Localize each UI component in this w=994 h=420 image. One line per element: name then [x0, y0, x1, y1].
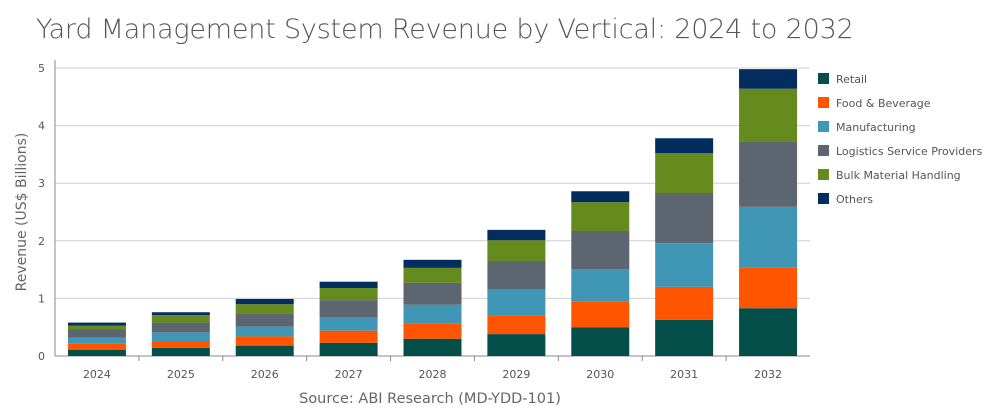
bar-segment-retail	[655, 319, 714, 356]
bar-segment-retail	[319, 342, 378, 356]
y-tick-label: 0	[38, 350, 45, 363]
bar-segment-manufacturing	[403, 304, 462, 324]
bar-segment-logistics-service-providers	[487, 260, 546, 290]
chart-source: Source: ABI Research (MD-YDD-101)	[299, 391, 561, 407]
bar-segment-retail	[235, 345, 294, 356]
bar-segment-logistics-service-providers	[319, 300, 378, 318]
bar-segment-others	[235, 298, 294, 305]
bar-segment-manufacturing	[67, 337, 126, 344]
y-tick-label: 4	[38, 120, 45, 133]
legend-swatch	[818, 145, 829, 156]
bar-segment-manufacturing	[487, 289, 546, 316]
legend-label: Others	[836, 193, 873, 206]
legend-label: Logistics Service Providers	[836, 145, 983, 158]
x-tick-label: 2032	[754, 368, 782, 381]
bar-segment-others	[571, 191, 630, 203]
legend-swatch	[818, 73, 829, 84]
x-tick-label: 2028	[419, 368, 447, 381]
y-tick-label: 2	[38, 235, 45, 248]
bar-segment-logistics-service-providers	[655, 192, 714, 244]
legend-label: Food & Beverage	[836, 97, 931, 110]
legend-swatch	[818, 121, 829, 132]
bar-segment-food-beverage	[655, 286, 714, 320]
bar-segment-bulk-material-handling	[739, 88, 798, 142]
bar-segment-manufacturing	[151, 332, 210, 342]
bar-segment-bulk-material-handling	[403, 267, 462, 283]
bar-segment-food-beverage	[67, 343, 126, 350]
x-tick-label: 2030	[586, 368, 614, 381]
legend-swatch	[818, 97, 829, 108]
x-tick-label: 2031	[670, 368, 698, 381]
bar-segment-food-beverage	[235, 336, 294, 346]
bar-segment-logistics-service-providers	[403, 282, 462, 305]
bar-segment-food-beverage	[151, 341, 210, 348]
legend-swatch	[818, 169, 829, 180]
bar-segment-logistics-service-providers	[739, 141, 798, 207]
bar-segment-logistics-service-providers	[151, 322, 210, 333]
bar-segment-bulk-material-handling	[151, 315, 210, 323]
legend-label: Retail	[836, 73, 867, 86]
chart-title: Yard Management System Revenue by Vertic…	[36, 14, 854, 45]
bar-segment-retail	[739, 308, 798, 356]
x-tick-label: 2029	[502, 368, 530, 381]
bar-segment-retail	[403, 338, 462, 356]
bar-segment-food-beverage	[403, 323, 462, 339]
legend-label: Bulk Material Handling	[836, 169, 961, 182]
bar-segment-bulk-material-handling	[67, 325, 126, 330]
bar-segment-bulk-material-handling	[487, 240, 546, 261]
bar-segment-food-beverage	[319, 330, 378, 343]
legend-label: Manufacturing	[836, 121, 916, 134]
bar-segment-others	[655, 138, 714, 154]
bar-segment-food-beverage	[487, 315, 546, 335]
x-tick-label: 2025	[167, 368, 195, 381]
bar-segment-others	[67, 322, 126, 326]
x-tick-label: 2027	[335, 368, 363, 381]
bar-segment-food-beverage	[571, 301, 630, 328]
bar-segment-retail	[151, 347, 210, 356]
bar-segment-bulk-material-handling	[235, 304, 294, 314]
x-tick-label: 2024	[83, 368, 111, 381]
bar-segment-others	[403, 259, 462, 268]
bar-segment-others	[151, 312, 210, 316]
bar-segment-manufacturing	[739, 206, 798, 268]
bar-segment-logistics-service-providers	[571, 231, 630, 270]
bar-segment-manufacturing	[319, 317, 378, 331]
bar-segment-logistics-service-providers	[67, 329, 126, 338]
legend-swatch	[818, 193, 829, 204]
bar-segment-food-beverage	[739, 267, 798, 309]
bar-segment-manufacturing	[655, 243, 714, 287]
bar-segment-logistics-service-providers	[235, 313, 294, 327]
bar-segment-manufacturing	[571, 269, 630, 302]
bar-segment-others	[319, 281, 378, 289]
bar-segment-others	[739, 69, 798, 89]
x-tick-label: 2026	[251, 368, 279, 381]
y-tick-label: 1	[38, 292, 45, 305]
bar-segment-retail	[67, 349, 126, 356]
bar-segment-others	[487, 229, 546, 241]
y-tick-label: 5	[38, 62, 45, 75]
bar-segment-bulk-material-handling	[655, 153, 714, 193]
bar-segment-retail	[571, 327, 630, 356]
y-tick-label: 3	[38, 177, 45, 190]
bar-segment-bulk-material-handling	[571, 202, 630, 232]
bar-segment-retail	[487, 334, 546, 356]
bar-segment-bulk-material-handling	[319, 288, 378, 301]
bar-segment-manufacturing	[235, 326, 294, 337]
